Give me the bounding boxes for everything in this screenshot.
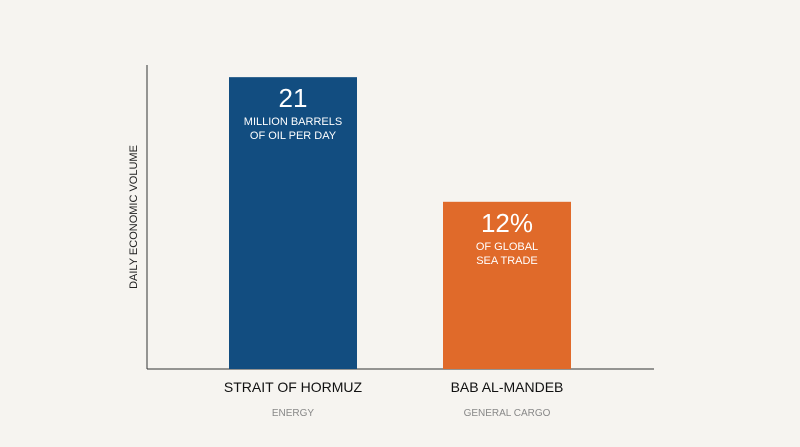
subcategory-label-0: ENERGY xyxy=(272,408,315,419)
bar-desc-line1-1: OF GLOBAL xyxy=(476,241,538,253)
subcategory-label-1: GENERAL CARGO xyxy=(464,408,551,419)
bar-1 xyxy=(443,201,571,369)
category-label-1: BAB AL-MANDEB xyxy=(451,379,564,395)
bar-value-label-0: 21 xyxy=(279,83,308,113)
bar-desc-line1-0: MILLION BARRELS xyxy=(244,116,342,128)
bars xyxy=(229,77,571,369)
bar-desc-line2-0: OF OIL PER DAY xyxy=(250,130,337,142)
bar-value-label-1: 12% xyxy=(481,208,533,238)
category-label-0: STRAIT OF HORMUZ xyxy=(224,379,363,395)
bar-0 xyxy=(229,77,357,369)
axes xyxy=(146,65,654,370)
bar-labels: 21 MILLION BARRELS OF OIL PER DAY STRAIT OF… xyxy=(224,83,564,419)
y-axis-label: DAILY ECONOMIC VOLUME xyxy=(128,145,140,289)
bar-desc-line2-1: SEA TRADE xyxy=(476,255,538,267)
